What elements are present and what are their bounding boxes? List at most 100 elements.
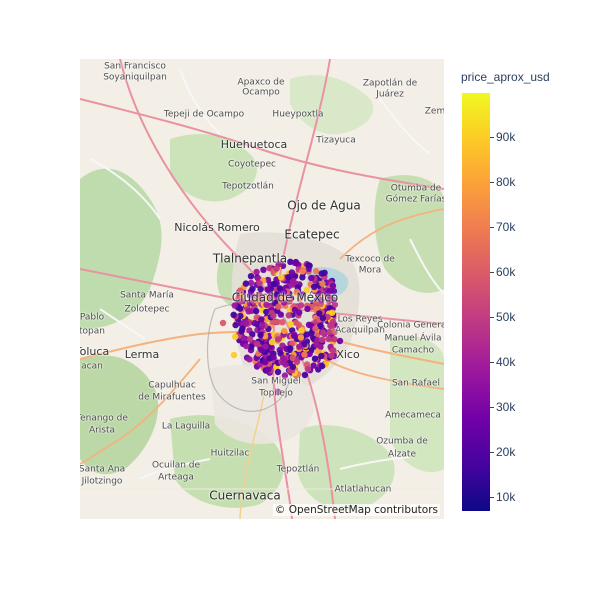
price-point[interactable] bbox=[330, 288, 338, 295]
price-point[interactable] bbox=[327, 322, 335, 329]
price-point[interactable] bbox=[289, 354, 296, 362]
price-point[interactable] bbox=[240, 335, 247, 343]
price-point[interactable] bbox=[289, 363, 297, 370]
price-point[interactable] bbox=[312, 325, 319, 332]
price-point[interactable] bbox=[328, 352, 335, 359]
price-point[interactable] bbox=[329, 282, 337, 290]
price-point[interactable] bbox=[318, 352, 325, 360]
price-point[interactable] bbox=[270, 312, 277, 319]
price-point[interactable] bbox=[246, 336, 254, 343]
price-point[interactable] bbox=[291, 259, 299, 267]
price-point[interactable] bbox=[279, 319, 286, 326]
price-point[interactable] bbox=[256, 280, 263, 287]
price-point[interactable] bbox=[238, 328, 245, 335]
price-point[interactable] bbox=[246, 356, 253, 363]
price-point[interactable] bbox=[305, 262, 312, 269]
price-point[interactable] bbox=[232, 321, 239, 329]
price-point[interactable] bbox=[246, 292, 254, 299]
price-point[interactable] bbox=[274, 318, 281, 326]
price-point[interactable] bbox=[291, 306, 299, 314]
price-point[interactable] bbox=[318, 362, 326, 370]
price-point[interactable] bbox=[303, 286, 311, 294]
price-point[interactable] bbox=[304, 305, 311, 313]
price-point[interactable] bbox=[290, 277, 297, 285]
price-point[interactable] bbox=[288, 269, 296, 276]
price-point[interactable] bbox=[274, 388, 282, 396]
price-point[interactable] bbox=[287, 320, 294, 327]
price-point[interactable] bbox=[316, 310, 323, 317]
price-point[interactable] bbox=[287, 345, 294, 352]
price-point[interactable] bbox=[258, 322, 266, 329]
price-point[interactable] bbox=[301, 341, 308, 348]
price-point[interactable] bbox=[310, 362, 317, 369]
price-point[interactable] bbox=[311, 355, 319, 362]
price-point[interactable] bbox=[263, 301, 270, 308]
price-point[interactable] bbox=[317, 343, 324, 350]
price-point[interactable] bbox=[301, 351, 308, 358]
price-point[interactable] bbox=[237, 305, 244, 312]
price-point[interactable] bbox=[326, 328, 333, 336]
price-point[interactable] bbox=[277, 274, 285, 281]
price-point[interactable] bbox=[300, 267, 307, 274]
price-point[interactable] bbox=[253, 297, 260, 304]
price-point[interactable] bbox=[230, 351, 238, 359]
price-point[interactable] bbox=[274, 368, 282, 376]
price-point[interactable] bbox=[292, 319, 300, 326]
price-point[interactable] bbox=[270, 354, 277, 361]
price-point[interactable] bbox=[273, 265, 280, 272]
price-point[interactable] bbox=[238, 298, 245, 305]
price-point[interactable] bbox=[242, 319, 250, 327]
price-point[interactable] bbox=[306, 350, 313, 358]
price-point[interactable] bbox=[336, 337, 344, 345]
price-point[interactable] bbox=[308, 274, 315, 282]
price-point[interactable] bbox=[254, 340, 261, 348]
price-point[interactable] bbox=[289, 340, 296, 347]
price-point[interactable] bbox=[312, 299, 319, 306]
price-point[interactable] bbox=[231, 302, 238, 309]
price-point[interactable] bbox=[247, 273, 255, 280]
price-point[interactable] bbox=[237, 287, 244, 294]
price-point[interactable] bbox=[325, 297, 333, 305]
price-point[interactable] bbox=[324, 313, 331, 321]
price-point[interactable] bbox=[293, 358, 301, 365]
price-point[interactable] bbox=[232, 333, 239, 340]
price-point[interactable] bbox=[331, 336, 338, 343]
price-point[interactable] bbox=[316, 322, 324, 330]
price-point[interactable] bbox=[297, 334, 305, 341]
price-point[interactable] bbox=[311, 283, 318, 290]
price-point[interactable] bbox=[312, 267, 320, 275]
price-point[interactable] bbox=[329, 309, 336, 316]
price-point[interactable] bbox=[319, 336, 326, 343]
price-point[interactable] bbox=[296, 343, 303, 350]
price-point[interactable] bbox=[301, 371, 309, 379]
price-point[interactable] bbox=[243, 342, 250, 350]
price-point[interactable] bbox=[268, 338, 276, 346]
price-point[interactable] bbox=[281, 372, 289, 379]
price-point[interactable] bbox=[252, 307, 260, 315]
map-panel[interactable]: San Francisco Soyaniquilpan Apaxco de Oc… bbox=[80, 59, 444, 519]
price-point[interactable] bbox=[320, 329, 327, 336]
price-point[interactable] bbox=[248, 343, 255, 350]
price-point[interactable] bbox=[274, 336, 282, 343]
price-point[interactable] bbox=[262, 343, 269, 350]
price-point[interactable] bbox=[257, 285, 264, 293]
price-point[interactable] bbox=[318, 270, 325, 277]
price-point[interactable] bbox=[280, 299, 288, 306]
price-point[interactable] bbox=[293, 288, 301, 295]
price-point[interactable] bbox=[253, 268, 260, 276]
price-point[interactable] bbox=[319, 280, 326, 287]
price-point[interactable] bbox=[249, 331, 256, 338]
price-point[interactable] bbox=[275, 303, 282, 310]
price-point[interactable] bbox=[330, 347, 337, 354]
price-point[interactable] bbox=[247, 279, 255, 287]
price-point[interactable] bbox=[230, 311, 237, 318]
price-point[interactable] bbox=[285, 312, 292, 319]
price-point[interactable] bbox=[308, 329, 315, 337]
price-point[interactable] bbox=[262, 359, 269, 366]
price-point[interactable] bbox=[291, 332, 298, 339]
price-point[interactable] bbox=[318, 297, 325, 304]
price-point[interactable] bbox=[299, 274, 306, 281]
price-point[interactable] bbox=[304, 365, 312, 373]
price-point[interactable] bbox=[281, 327, 288, 335]
price-point[interactable] bbox=[242, 280, 250, 287]
